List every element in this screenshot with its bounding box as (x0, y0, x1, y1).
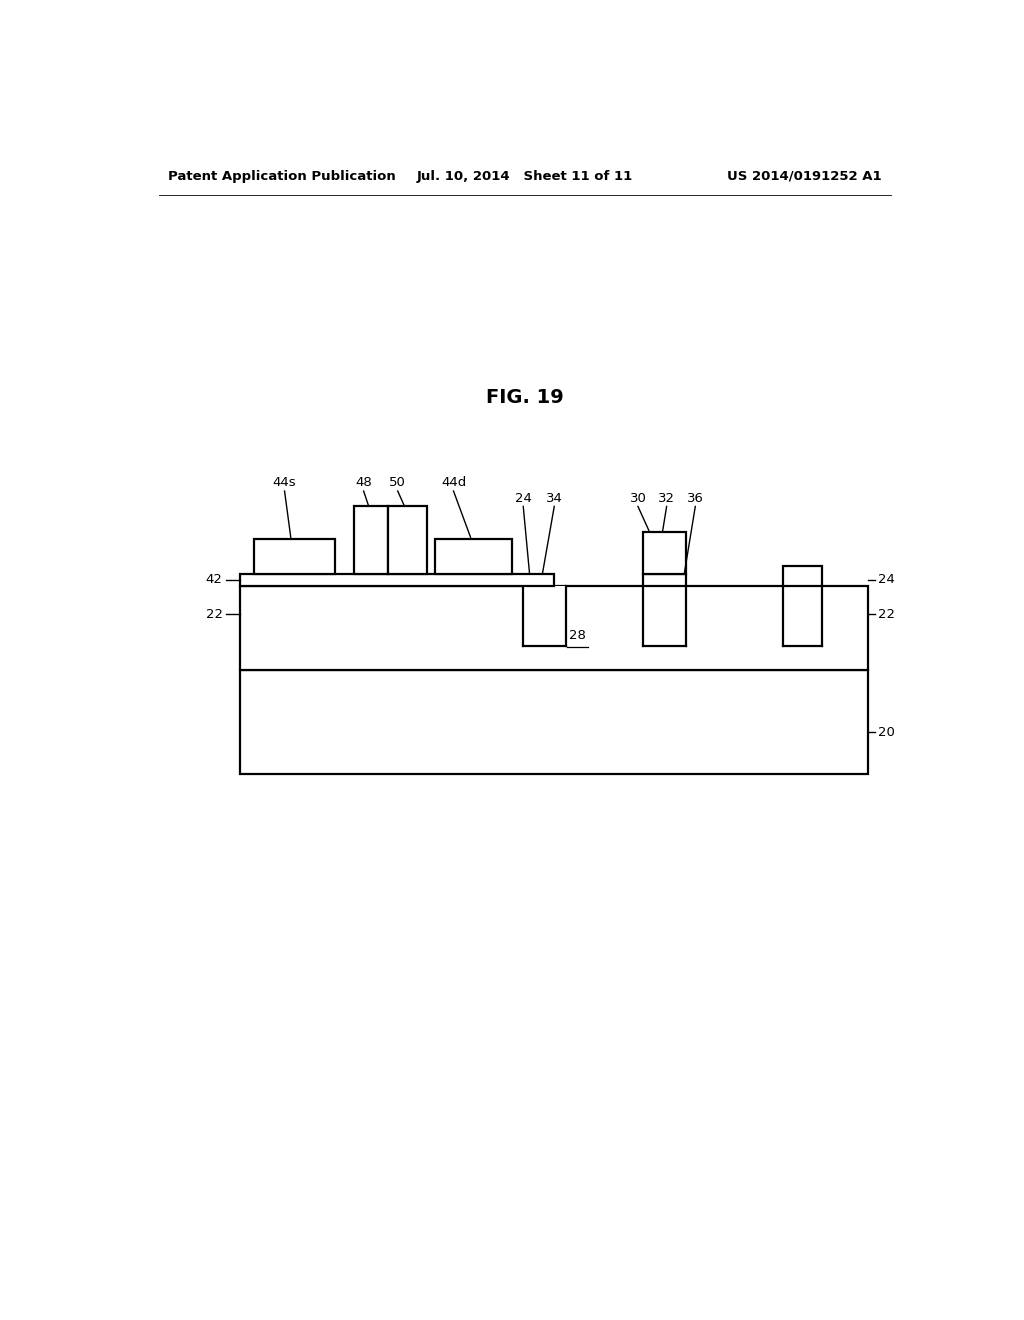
Text: 36: 36 (687, 492, 703, 506)
Text: 42: 42 (206, 573, 222, 586)
Text: 32: 32 (658, 492, 675, 506)
Text: Jul. 10, 2014   Sheet 11 of 11: Jul. 10, 2014 Sheet 11 of 11 (417, 170, 633, 183)
Bar (643, 532, 686, 574)
Text: 24: 24 (879, 573, 895, 586)
Text: Patent Application Publication: Patent Application Publication (168, 170, 396, 183)
Text: 24: 24 (515, 492, 531, 506)
Bar (783, 586, 821, 645)
Bar (241, 671, 868, 775)
Text: 44d: 44d (441, 477, 466, 490)
Text: 44s: 44s (272, 477, 296, 490)
Text: FIG. 19: FIG. 19 (486, 388, 563, 407)
Text: US 2014/0191252 A1: US 2014/0191252 A1 (727, 170, 882, 183)
Text: 50: 50 (389, 477, 407, 490)
Text: 30: 30 (630, 492, 646, 506)
Bar (241, 574, 554, 586)
Bar (388, 507, 427, 574)
Bar (523, 586, 566, 645)
Text: 20: 20 (879, 726, 895, 739)
Text: 48: 48 (355, 477, 372, 490)
Bar (643, 586, 686, 645)
Text: 22: 22 (879, 607, 895, 620)
Text: 22: 22 (206, 607, 222, 620)
Bar (435, 539, 512, 574)
Bar (241, 586, 868, 671)
Bar (354, 507, 388, 574)
Text: 34: 34 (546, 492, 562, 506)
Bar (254, 539, 335, 574)
Bar (643, 574, 686, 586)
Text: 28: 28 (569, 630, 586, 643)
Bar (783, 566, 821, 586)
